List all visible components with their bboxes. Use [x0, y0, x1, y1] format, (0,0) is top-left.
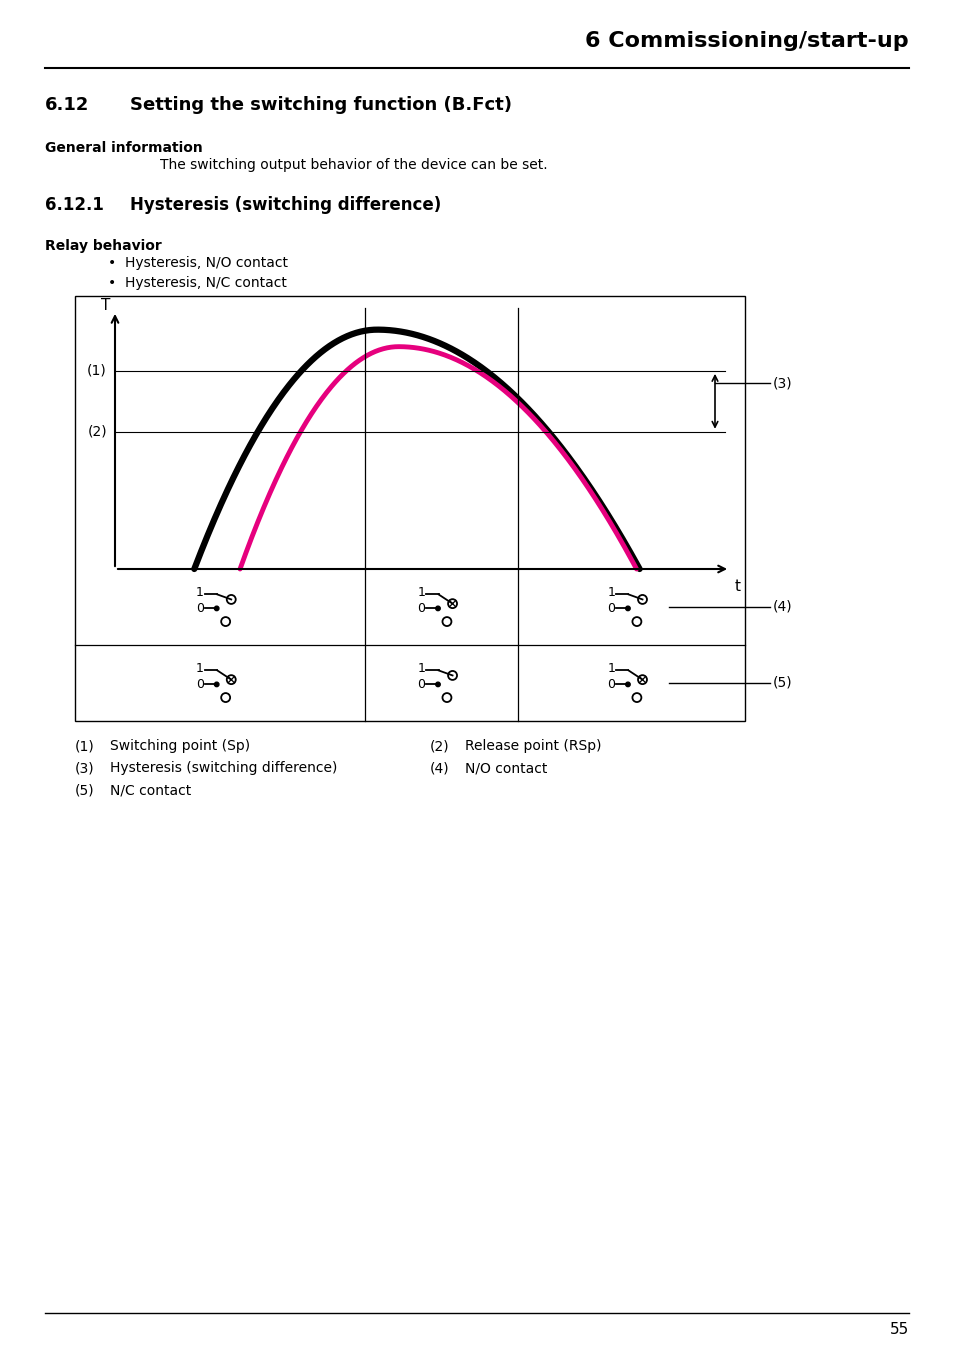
Text: (4): (4): [772, 600, 792, 613]
Text: 1: 1: [606, 586, 615, 598]
Text: The switching output behavior of the device can be set.: The switching output behavior of the dev…: [160, 158, 547, 172]
Text: •  Hysteresis, N/O contact: • Hysteresis, N/O contact: [108, 255, 288, 270]
Text: 0: 0: [606, 603, 615, 615]
Text: 1: 1: [416, 662, 425, 676]
Text: Hysteresis (switching difference): Hysteresis (switching difference): [110, 761, 337, 775]
Text: General information: General information: [45, 141, 203, 155]
Circle shape: [625, 682, 630, 686]
Text: (2): (2): [430, 739, 449, 753]
Text: (1): (1): [87, 363, 107, 378]
Text: (5): (5): [75, 784, 94, 797]
Text: N/C contact: N/C contact: [110, 784, 191, 797]
Text: 0: 0: [416, 603, 425, 615]
Text: (3): (3): [772, 377, 792, 390]
Circle shape: [214, 607, 218, 611]
Text: 0: 0: [606, 678, 615, 690]
Text: T: T: [100, 299, 110, 313]
Text: t: t: [734, 580, 740, 594]
Text: 0: 0: [195, 678, 204, 690]
Text: •  Hysteresis, N/C contact: • Hysteresis, N/C contact: [108, 276, 287, 290]
Text: Hysteresis (switching difference): Hysteresis (switching difference): [130, 196, 441, 213]
Circle shape: [625, 607, 630, 611]
Text: (3): (3): [75, 761, 94, 775]
Bar: [75, 296, 744, 721]
Text: Switching point (Sp): Switching point (Sp): [110, 739, 250, 753]
Text: 1: 1: [416, 586, 425, 598]
Text: 1: 1: [195, 662, 204, 676]
Text: 1: 1: [195, 586, 204, 598]
Text: (1): (1): [75, 739, 94, 753]
Text: 55: 55: [889, 1321, 908, 1336]
Text: 0: 0: [195, 603, 204, 615]
Circle shape: [436, 682, 439, 686]
Text: Relay behavior: Relay behavior: [45, 239, 162, 253]
Text: 0: 0: [416, 678, 425, 690]
Circle shape: [214, 682, 218, 686]
Text: (4): (4): [430, 761, 449, 775]
Text: Release point (RSp): Release point (RSp): [464, 739, 601, 753]
Text: (5): (5): [772, 676, 792, 690]
Text: 6.12.1: 6.12.1: [45, 196, 104, 213]
Circle shape: [436, 607, 439, 611]
Text: 6 Commissioning/start-up: 6 Commissioning/start-up: [585, 31, 908, 51]
Text: N/O contact: N/O contact: [464, 761, 547, 775]
Text: (2): (2): [88, 424, 107, 439]
Text: Setting the switching function (B.Fct): Setting the switching function (B.Fct): [130, 96, 512, 113]
Text: 1: 1: [606, 662, 615, 676]
Text: 6.12: 6.12: [45, 96, 90, 113]
